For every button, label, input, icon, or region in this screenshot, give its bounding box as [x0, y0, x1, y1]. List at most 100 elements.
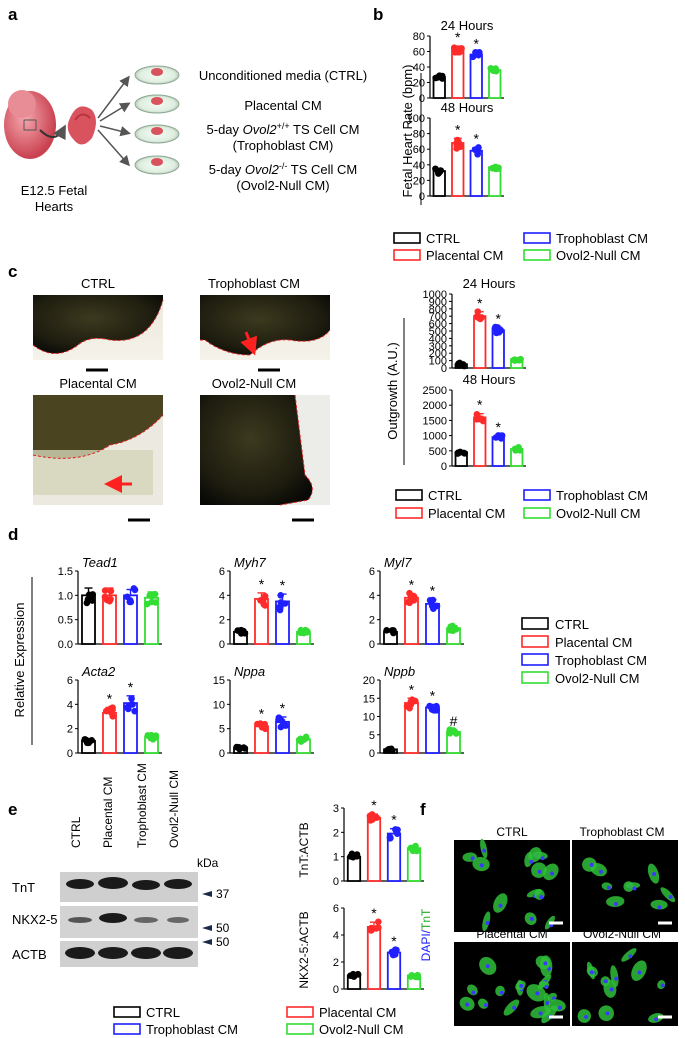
data-point: [303, 627, 311, 635]
data-point: [297, 626, 305, 634]
legend-e: CTRL Placental CM Trophoblast CM Ovol2-N…: [113, 1005, 404, 1037]
y-tick-label: 4: [333, 930, 339, 942]
y-tick-label: 100: [407, 113, 425, 125]
legend-b-placental: Placental CM: [426, 248, 503, 263]
bar-2: [491, 329, 505, 369]
data-point: [394, 826, 401, 834]
data-point: [387, 834, 394, 842]
nucleus: [470, 856, 475, 861]
data-point: [368, 926, 375, 934]
y-tick-label: 0.5: [58, 615, 73, 627]
data-point: [297, 735, 304, 743]
bar-1: [473, 315, 487, 369]
data-point: [261, 602, 269, 609]
data-point: [369, 816, 376, 823]
heart-illustration: [67, 106, 96, 145]
significance-mark: *: [409, 577, 415, 593]
y-tick-label: 0: [369, 639, 375, 651]
data-point: [375, 924, 382, 931]
nucleus: [628, 954, 633, 959]
blot-lane-null: Ovol2-Null CM: [167, 770, 181, 848]
chart-title: 24 Hours: [441, 18, 494, 33]
ylabel-d: Relative Expression: [12, 603, 27, 718]
chart-d_nppa: 0 5 10 15 Nppa * *: [213, 664, 314, 760]
cell: [582, 857, 597, 872]
chart-title: Myl7: [384, 555, 412, 570]
y-tick-label: 0: [441, 461, 447, 473]
data-point: [383, 627, 390, 634]
ylabel-c: Outgrowth (A.U.): [385, 342, 400, 440]
panel-c-micrographs: CTRL Trophoblast CM Placental CM Ovol2-N…: [32, 276, 331, 522]
cell: [503, 999, 520, 1016]
y-tick-label: 0: [419, 191, 425, 203]
y-tick-label: 5: [369, 730, 375, 742]
blot-lane-trophoblast: Trophoblast CM: [135, 763, 149, 848]
data-point: [368, 811, 376, 818]
cell: [650, 899, 668, 910]
bar-1: [366, 816, 382, 882]
blot-marker-50a: 50: [216, 921, 230, 935]
chart-b_48h: 0 20 40 60 80 100 48 Hours * *: [407, 100, 504, 203]
data-point: [151, 734, 159, 742]
data-point: [497, 327, 505, 334]
nucleus: [598, 869, 603, 874]
nucleus: [519, 983, 524, 988]
legend-e-null: Ovol2-Null CM: [319, 1022, 404, 1037]
data-point: [85, 591, 93, 599]
cell: [493, 893, 508, 913]
data-point: [148, 598, 155, 606]
data-point: [277, 604, 284, 611]
panel-label-e: e: [8, 800, 17, 819]
nucleus: [654, 1017, 659, 1022]
data-point: [492, 65, 499, 72]
y-tick-label: 0: [333, 984, 339, 996]
y-tick-label: 1000: [423, 289, 447, 301]
data-point: [123, 704, 131, 711]
nucleus: [589, 862, 594, 867]
significance-mark: *: [409, 681, 415, 697]
y-tick-label: 500: [429, 326, 447, 338]
data-point: [434, 168, 442, 175]
y-tick-label: 200: [429, 348, 447, 360]
data-point: [88, 596, 96, 604]
nucleus: [543, 961, 548, 966]
fluor-cells: [459, 838, 676, 1024]
data-point: [261, 592, 269, 600]
y-tick-label: 6: [369, 566, 375, 578]
data-point: [426, 702, 433, 710]
cell: [480, 838, 488, 859]
chart-d_tead1: 0.0 0.5 1.0 1.5 Tead1: [58, 555, 162, 651]
panel-a-schematic: E12.5 Fetal Hearts Unconditioned media (C…: [4, 65, 367, 214]
significance-mark: *: [474, 131, 480, 147]
fluor-title-trophoblast: Trophoblast CM: [580, 825, 665, 839]
panel-label-b: b: [373, 5, 383, 24]
data-point: [473, 410, 481, 418]
legend-b: CTRL Placental CM Trophoblast CM Ovol2-N…: [393, 231, 648, 263]
blot-row-tnt: TnT: [12, 880, 35, 895]
micrograph-placental: [32, 395, 164, 522]
data-point: [433, 602, 441, 610]
y-tick-label: 2: [333, 827, 339, 839]
micrograph-null: [200, 394, 330, 522]
nucleus: [537, 869, 542, 874]
data-point: [410, 593, 418, 600]
legend-c-ctrl: CTRL: [428, 488, 462, 503]
bar-2: [469, 149, 483, 197]
fluor-ylabel: DAPI/TnT: [419, 908, 433, 961]
data-point: [302, 733, 310, 741]
y-tick-label: 15: [213, 675, 225, 687]
y-tick-label: 1.0: [58, 590, 73, 602]
y-tick-label: 400: [429, 333, 447, 345]
nucleus: [544, 985, 549, 990]
micrograph-title-null: Ovol2-Null CM: [212, 376, 297, 391]
nucleus: [652, 872, 657, 877]
data-point: [413, 847, 421, 855]
data-point: [474, 150, 481, 158]
data-point: [385, 746, 393, 754]
data-point: [235, 627, 243, 634]
data-point: [277, 599, 285, 606]
culture-dishes: [134, 65, 180, 175]
